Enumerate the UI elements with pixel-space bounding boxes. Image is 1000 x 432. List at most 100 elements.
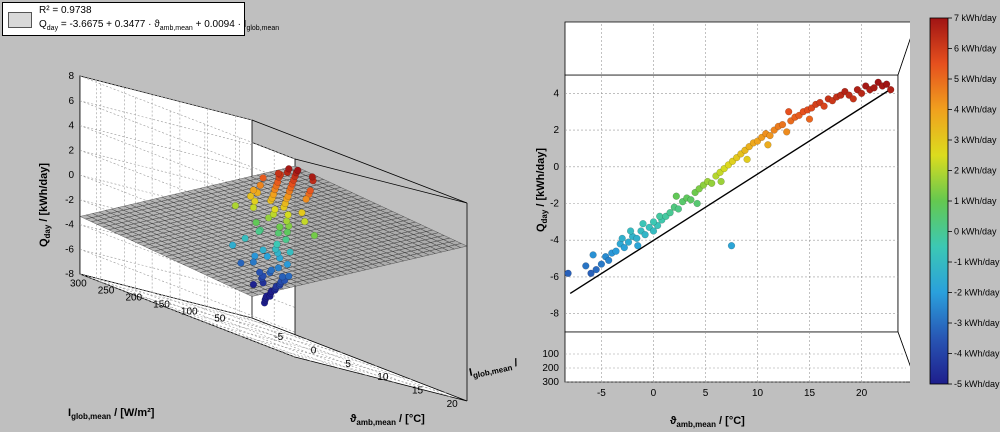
theta-label-unit: / [°C] [396, 413, 425, 425]
colorbar-tick-label: 1 kWh/day [954, 196, 997, 206]
data-point-2d [656, 212, 664, 220]
data-point-3d [308, 173, 316, 181]
z-axis-label-unit: / [kWh/day] [38, 163, 50, 225]
theta-tick-label-3d: 5 [345, 359, 351, 370]
data-point-2d [887, 86, 895, 94]
data-point-3d [301, 217, 309, 226]
data-point-2d [592, 266, 600, 274]
data-point-3d [274, 169, 283, 178]
colorbar-tick-label: -1 kWh/day [954, 257, 1000, 267]
data-point-3d [278, 273, 287, 281]
data-point-2d [649, 218, 658, 226]
data-point-2d [605, 256, 613, 265]
theta-tick-label-3d: 15 [412, 386, 424, 397]
data-point-3d [259, 246, 267, 254]
irradiance-right-unit: / [W/m²] [510, 349, 520, 370]
z-tick-label-3d: 6 [68, 96, 74, 107]
regression-line-2d [569, 87, 894, 295]
irradiance-axis-label-3d: Iglob,mean / [W/m²] [68, 407, 155, 421]
legend-eq-part1-sub: amb,mean [159, 25, 193, 32]
regression-line [569, 87, 894, 295]
data-point-2d [743, 155, 751, 164]
data-point-2d [783, 128, 791, 136]
data-point-3d [274, 264, 283, 272]
y-tick-label-2d: 0 [553, 162, 559, 173]
data-point-3d [249, 186, 258, 194]
data-point-3d [298, 209, 306, 217]
data-point-2d [672, 192, 680, 200]
y-tick-label-2d: -8 [550, 309, 559, 320]
theta-axis-label-3d: ϑamb,mean / [°C] [350, 413, 425, 427]
data-point-2d [727, 242, 736, 250]
z-tick-label-3d: 4 [68, 121, 74, 132]
colorbar-tick-label: 7 kWh/day [954, 13, 997, 23]
data-point-2d [805, 115, 814, 123]
irradiance-tick-label-3d: 100 [181, 307, 198, 318]
data-point-3d [302, 195, 310, 203]
irradiance-label-unit: / [W/m²] [111, 407, 155, 419]
colorbar-gradient [929, 17, 949, 385]
tick-labels-3d: -8 -6 -4 -2 0 2 4 6 8 50 100 150 200 250 300 -5 0 5 10 15 20 [65, 71, 458, 410]
x-tick-label-2d: 10 [752, 388, 764, 399]
colorbar-tick-label: 5 kWh/day [954, 74, 997, 84]
data-point-2d [778, 120, 787, 129]
data-point-2d [785, 108, 793, 116]
data-point-3d [259, 174, 267, 182]
data-point-2d [633, 234, 641, 243]
data-point-2d [626, 227, 635, 235]
colorbar-tick-label: 4 kWh/day [954, 105, 997, 115]
data-point-3d [265, 214, 273, 222]
data-point-2d [708, 179, 716, 187]
data-point-2d [666, 209, 674, 217]
x-tick-label-2d: 15 [804, 388, 816, 399]
data-point-3d [285, 272, 293, 280]
data-point-3d [252, 218, 260, 227]
data-point-2d [849, 95, 857, 103]
x-axis-label-2d: ϑamb,mean / [°C] [670, 415, 745, 429]
data-point-3d [286, 248, 294, 256]
data-point-3d [285, 165, 293, 173]
y-tick-label-2d: -6 [550, 272, 559, 283]
y-axis-label-2d: Qday / [kWh/day] [535, 148, 549, 232]
data-point-2d [687, 196, 695, 204]
data-point-3d [251, 252, 259, 260]
data-point-2d [883, 80, 891, 88]
irradiance-label-sub: glob,mean [71, 412, 111, 421]
colorbar-tick-label: -3 kWh/day [954, 318, 1000, 328]
data-point-2d [587, 269, 595, 277]
irradiance-right-sub: glob,mean [472, 363, 513, 380]
data-point-3d [283, 228, 292, 236]
data-point-3d [256, 268, 264, 276]
regression-legend: R² = 0.9738 Qday = -3.6675 + 0.3477 · ϑa… [2, 2, 279, 36]
y-label-main: Q [535, 223, 547, 232]
data-point-2d [597, 260, 606, 268]
y-tick-label-2d: -4 [550, 235, 559, 246]
data-point-3d [251, 197, 259, 205]
data-point-3d [267, 266, 276, 274]
z-tick-label-3d: -8 [65, 269, 74, 280]
colorbar-ticks: -5 kWh/day -4 kWh/day -3 kWh/day -2 kWh/day… [948, 13, 1000, 389]
data-point-2d [618, 234, 626, 243]
y-tick-label-2d: 2 [553, 125, 559, 136]
irradiance-tick-label-3d: 200 [125, 292, 142, 303]
legend-swatch [8, 12, 32, 28]
legend-eq-lhs-sub: day [46, 25, 59, 32]
y-tick-label-2d: -2 [550, 199, 559, 210]
z-tick-label-3d: 0 [68, 170, 74, 181]
z-tick-label-3d: 2 [68, 145, 74, 156]
x-label-unit: / [°C] [716, 415, 745, 427]
data-point-3d [249, 280, 258, 289]
legend-eq-part1: = -3.6675 + 0.3477 · ϑ [58, 19, 160, 30]
colorbar-tick-label: 3 kWh/day [954, 135, 997, 145]
x-tick-label-2d: 20 [856, 388, 868, 399]
data-point-2d [634, 242, 642, 250]
z-tick-label-3d: 8 [68, 71, 74, 82]
legend-eq-part2: + 0.0094 · I [192, 19, 247, 30]
x-tick-label-2d: 0 [651, 388, 657, 399]
theta-label-sub: amb,mean [356, 418, 396, 427]
z-tick-label-3d: -2 [65, 195, 74, 206]
data-point-2d [620, 244, 628, 252]
data-point-2d [564, 269, 572, 277]
legend-r2: R² = 0.9738 [39, 5, 92, 16]
